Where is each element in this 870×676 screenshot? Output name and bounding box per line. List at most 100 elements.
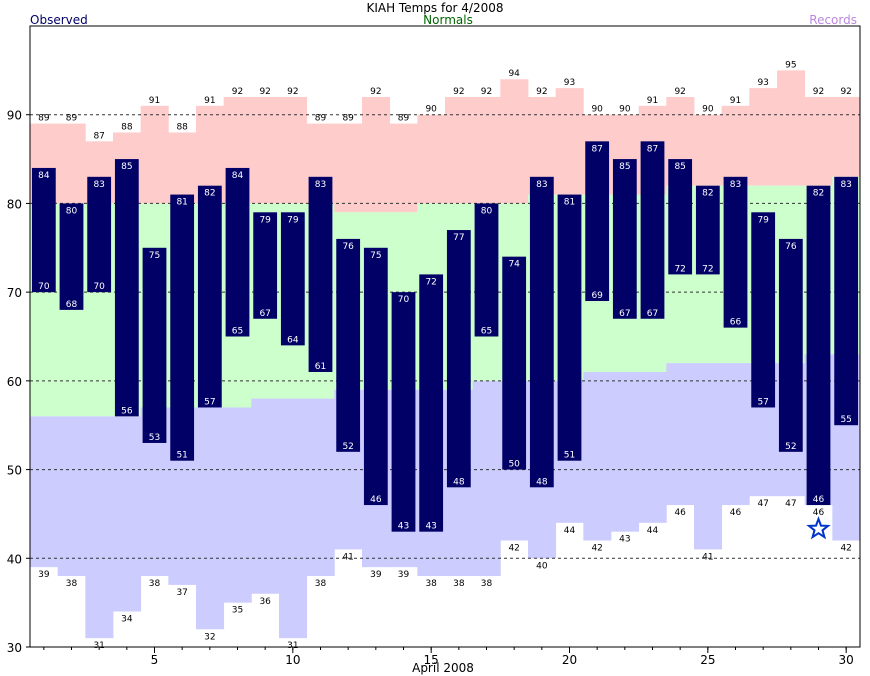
observed-low-label: 43 <box>425 522 436 532</box>
record-low-band <box>638 371 667 523</box>
record-low-label: 46 <box>813 508 825 518</box>
x-tick-label: 25 <box>700 653 715 667</box>
observed-bar <box>87 176 112 293</box>
record-high-label: 94 <box>508 69 520 79</box>
observed-high-label: 74 <box>508 260 520 270</box>
record-low-band <box>279 398 308 639</box>
observed-high-label: 81 <box>176 198 187 208</box>
record-low-label: 32 <box>204 632 215 642</box>
observed-high-label: 85 <box>674 162 685 172</box>
record-low-label: 31 <box>93 641 104 651</box>
record-low-band <box>223 407 252 603</box>
record-high-band <box>140 105 169 204</box>
record-high-label: 90 <box>702 105 714 115</box>
record-low-band <box>30 416 59 568</box>
observed-low-label: 72 <box>702 264 713 274</box>
record-high-band <box>334 123 363 213</box>
record-high-band <box>57 123 86 204</box>
observed-bar <box>778 238 803 452</box>
record-low-band <box>306 398 335 577</box>
observed-bar <box>197 185 222 408</box>
observed-high-label: 87 <box>647 144 658 154</box>
record-low-label: 46 <box>730 508 742 518</box>
record-high-band <box>500 79 529 204</box>
observed-high-label: 80 <box>66 206 78 216</box>
record-low-band <box>666 363 695 506</box>
y-tick-label: 40 <box>7 552 22 566</box>
record-low-label: 41 <box>702 552 713 562</box>
record-high-label: 90 <box>619 105 631 115</box>
record-high-band <box>417 114 446 204</box>
record-high-label: 92 <box>232 87 243 97</box>
observed-low-label: 50 <box>508 460 520 470</box>
observed-high-label: 77 <box>453 233 464 243</box>
record-high-label: 92 <box>536 87 547 97</box>
record-high-label: 92 <box>840 87 851 97</box>
observed-bar <box>502 256 527 470</box>
observed-low-label: 68 <box>66 300 78 310</box>
record-high-label: 91 <box>149 96 160 106</box>
observed-high-label: 72 <box>425 277 436 287</box>
record-high-label: 89 <box>398 114 410 124</box>
record-low-label: 39 <box>370 570 382 580</box>
observed-low-label: 61 <box>315 362 326 372</box>
record-high-label: 92 <box>453 87 464 97</box>
record-high-band <box>389 123 418 213</box>
record-high-band <box>804 96 833 186</box>
observed-bar <box>640 141 665 319</box>
record-high-label: 92 <box>674 87 685 97</box>
record-low-label: 37 <box>176 588 187 598</box>
record-low-band <box>694 363 723 550</box>
observed-low-label: 64 <box>287 335 299 345</box>
observed-low-label: 52 <box>342 442 353 452</box>
observed-low-label: 46 <box>813 495 825 505</box>
observed-bar <box>585 141 610 302</box>
observed-high-label: 85 <box>619 162 630 172</box>
record-high-label: 93 <box>564 78 575 88</box>
record-high-label: 92 <box>287 87 298 97</box>
record-low-label: 38 <box>315 579 327 589</box>
record-low-band <box>251 398 280 594</box>
y-tick-label: 80 <box>7 197 22 211</box>
observed-high-label: 75 <box>370 251 381 261</box>
record-high-band <box>279 96 308 204</box>
observed-bar <box>723 176 748 328</box>
record-high-label: 90 <box>591 105 603 115</box>
observed-bar <box>529 176 554 488</box>
record-high-label: 91 <box>647 96 658 106</box>
observed-bar <box>31 167 56 293</box>
observed-high-label: 82 <box>813 189 824 199</box>
observed-low-label: 66 <box>730 318 742 328</box>
legend-observed: Observed <box>30 13 88 27</box>
record-high-label: 91 <box>730 96 741 106</box>
observed-low-label: 67 <box>259 309 270 319</box>
observed-bar <box>114 159 139 417</box>
record-low-band <box>583 371 612 541</box>
record-high-band <box>777 70 806 186</box>
y-tick-label: 70 <box>7 286 22 300</box>
record-low-label: 42 <box>508 544 519 554</box>
observed-low-label: 70 <box>38 282 50 292</box>
observed-low-label: 65 <box>481 327 492 337</box>
record-low-label: 46 <box>674 508 686 518</box>
y-tick-label: 60 <box>7 375 22 389</box>
observed-low-label: 53 <box>149 433 160 443</box>
observed-low-label: 67 <box>647 309 658 319</box>
x-tick-label: 15 <box>424 653 439 667</box>
record-low-label: 31 <box>287 641 298 651</box>
observed-bar <box>170 194 195 461</box>
record-low-label: 42 <box>840 544 851 554</box>
record-high-label: 91 <box>204 96 215 106</box>
observed-high-label: 83 <box>315 180 326 190</box>
observed-low-label: 51 <box>176 451 187 461</box>
observed-low-label: 69 <box>591 291 603 301</box>
record-high-label: 90 <box>425 105 437 115</box>
observed-low-label: 57 <box>204 397 215 407</box>
x-tick-label: 20 <box>562 653 577 667</box>
record-low-label: 47 <box>785 499 796 509</box>
observed-low-label: 57 <box>757 397 768 407</box>
record-high-band <box>555 88 584 195</box>
record-high-band <box>472 96 501 204</box>
record-high-label: 89 <box>38 114 50 124</box>
